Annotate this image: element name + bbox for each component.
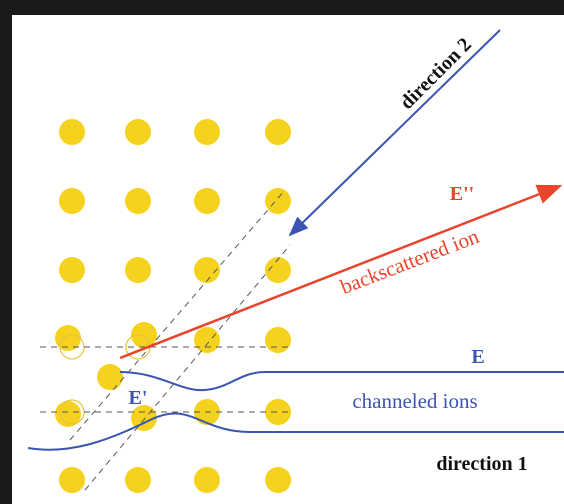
page: {"labels": {"direction_2": "direction 2"… <box>0 0 564 504</box>
diagram: direction 2 E'' backscattered ion E chan… <box>0 0 564 504</box>
e-prime-label: E' <box>129 387 148 409</box>
e-double-prime-label: E'' <box>450 183 474 205</box>
direction-1-label: direction 1 <box>436 453 527 475</box>
canvas <box>12 15 564 504</box>
e-label: E <box>471 346 484 368</box>
channeled-label: channeled ions <box>352 389 477 413</box>
